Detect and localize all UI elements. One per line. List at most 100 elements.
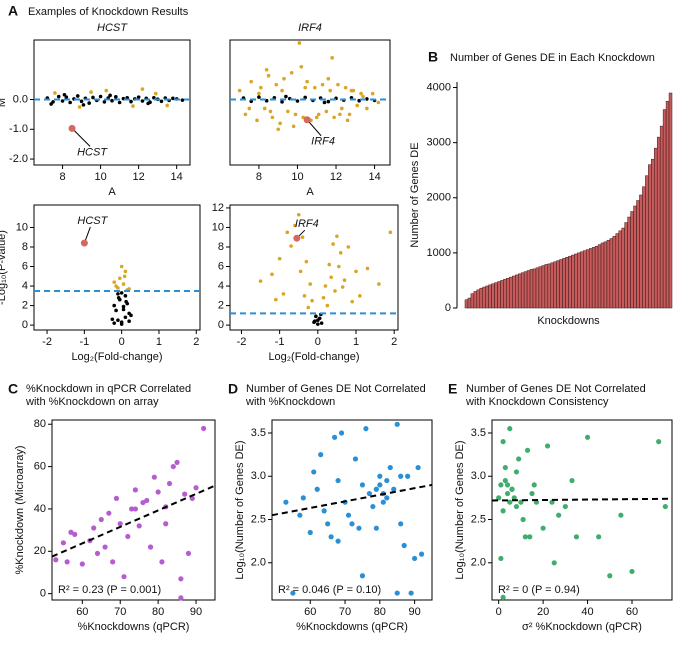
chart-title: Number of Genes DE Not Correlated [246, 383, 426, 395]
point [303, 85, 307, 90]
y-tick-label: 0 [40, 588, 46, 600]
point [79, 561, 85, 567]
plot-frame [491, 419, 673, 601]
y-axis-label: Log₁₀(Number of Genes DE) [234, 440, 246, 579]
bar [559, 259, 563, 309]
point [355, 103, 360, 108]
point [180, 98, 185, 102]
point [352, 456, 359, 462]
point [356, 525, 362, 531]
bar [565, 257, 569, 309]
point [122, 274, 127, 279]
point [129, 99, 133, 104]
point [153, 91, 158, 96]
bar [577, 252, 581, 309]
point [147, 544, 154, 550]
y-tick-label: 3.5 [251, 427, 266, 439]
point [322, 100, 327, 105]
point [170, 463, 176, 470]
y-axis-label: Log₁₀(Number of Genes DE) [454, 440, 466, 579]
point [304, 259, 309, 264]
bar [600, 242, 605, 309]
point [163, 521, 169, 527]
bar [615, 233, 620, 309]
point [112, 321, 117, 325]
highlight-label: IRF4 [295, 218, 319, 230]
point [377, 482, 383, 488]
x-tick-label: 80 [152, 606, 164, 618]
point [504, 490, 511, 497]
panel-label: C [8, 381, 18, 397]
y-tick-label: 8 [218, 241, 224, 253]
x-tick-label: 8 [59, 171, 65, 183]
point [394, 421, 400, 427]
x-tick-label: 1 [353, 336, 359, 348]
bar [574, 253, 578, 309]
point [266, 73, 271, 78]
point [159, 99, 164, 104]
point [276, 127, 280, 132]
point [342, 278, 347, 282]
bar [494, 282, 498, 309]
point [365, 106, 369, 111]
point [113, 495, 120, 501]
y-tick-label: 0 [218, 319, 224, 331]
point [524, 447, 531, 453]
y-tick-label: 2.0 [471, 557, 486, 569]
point [68, 529, 74, 535]
point [500, 594, 506, 601]
point [338, 430, 345, 436]
y-tick-label: 40 [34, 503, 46, 515]
point [359, 91, 363, 96]
point [64, 559, 70, 565]
x-tick-label: 90 [408, 606, 420, 618]
point [340, 106, 344, 111]
point [255, 118, 259, 123]
y-tick-label: 3.0 [251, 470, 266, 482]
point [363, 426, 369, 432]
bar [580, 251, 584, 309]
point [117, 100, 122, 105]
point [607, 573, 613, 579]
point [124, 299, 128, 304]
point [544, 443, 551, 449]
bar [541, 265, 546, 309]
point [178, 576, 184, 582]
bar [517, 273, 522, 309]
point [335, 477, 341, 484]
annotation: R² = 0 (P = 0.94) [498, 584, 580, 596]
point [331, 242, 335, 246]
y-tick-label: 80 [34, 418, 46, 430]
point [278, 121, 282, 126]
point [166, 480, 173, 487]
point [314, 486, 320, 492]
y-tick-label: 2.5 [471, 513, 486, 525]
bar [538, 266, 543, 309]
point [387, 464, 393, 471]
point [384, 477, 390, 484]
point [377, 282, 381, 286]
bar [621, 227, 625, 309]
point [332, 434, 338, 440]
y-tick-label: 3.0 [471, 470, 486, 482]
x-tick-label: 0 [496, 606, 502, 618]
x-tick-label: 8 [256, 171, 262, 183]
point [132, 487, 138, 493]
x-tick-label: 70 [339, 606, 351, 618]
point [140, 87, 145, 91]
point [618, 512, 624, 518]
point [314, 115, 319, 120]
point [333, 289, 337, 293]
point [313, 85, 317, 90]
bar [648, 164, 652, 309]
bar [491, 283, 495, 309]
point [285, 230, 290, 235]
point [516, 456, 522, 462]
point [155, 489, 161, 495]
bar [609, 238, 614, 309]
point [305, 79, 309, 84]
point [274, 297, 278, 302]
y-tick-label: 2.0 [251, 557, 266, 569]
point [68, 100, 72, 105]
x-axis-label: Log₂(Fold-change) [268, 351, 359, 363]
